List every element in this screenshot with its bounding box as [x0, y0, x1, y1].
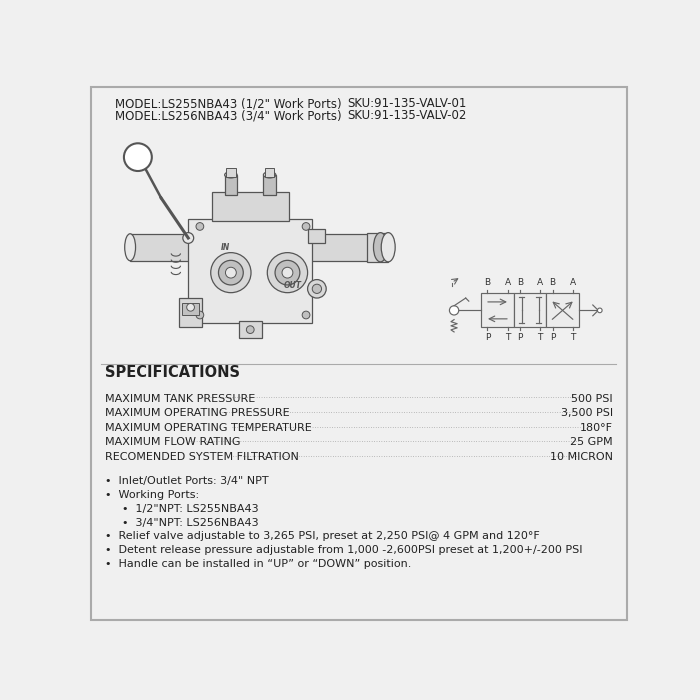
Text: T: T: [505, 333, 510, 342]
Text: •  1/2"NPT: LS255NBA43: • 1/2"NPT: LS255NBA43: [122, 504, 259, 514]
Text: P: P: [517, 333, 523, 342]
Bar: [188, 218, 312, 323]
Text: 25 GPM: 25 GPM: [570, 438, 613, 447]
Circle shape: [275, 260, 300, 285]
Text: B: B: [484, 279, 491, 287]
Text: MAXIMUM FLOW RATING: MAXIMUM FLOW RATING: [104, 438, 240, 447]
Text: 10 MICRON: 10 MICRON: [550, 452, 613, 462]
Circle shape: [211, 253, 251, 293]
Text: •  Detent release pressure adjustable from 1,000 -2,600PSI preset at 1,200+/-200: • Detent release pressure adjustable fro…: [104, 545, 582, 555]
Text: MAXIMUM OPERATING TEMPERATURE: MAXIMUM OPERATING TEMPERATURE: [104, 423, 312, 433]
Ellipse shape: [225, 172, 237, 178]
Bar: [182, 304, 199, 315]
Text: •  Handle can be installed in “UP” or “DOWN” position.: • Handle can be installed in “UP” or “DO…: [104, 559, 411, 569]
Bar: [130, 234, 216, 261]
Circle shape: [302, 223, 310, 230]
Circle shape: [187, 304, 195, 311]
Circle shape: [449, 306, 459, 315]
Circle shape: [183, 232, 194, 244]
Circle shape: [597, 308, 602, 313]
Ellipse shape: [263, 172, 276, 178]
Bar: [239, 321, 262, 338]
FancyBboxPatch shape: [265, 168, 274, 177]
Text: 3,500 PSI: 3,500 PSI: [561, 408, 613, 418]
Ellipse shape: [374, 232, 387, 262]
Text: B: B: [550, 279, 556, 287]
Text: A: A: [537, 279, 543, 287]
Ellipse shape: [125, 234, 136, 260]
Circle shape: [282, 267, 293, 278]
Text: MAXIMUM OPERATING PRESSURE: MAXIMUM OPERATING PRESSURE: [104, 408, 289, 418]
Bar: [179, 298, 202, 328]
Text: MODEL:LS255NBA43 (1/2" Work Ports): MODEL:LS255NBA43 (1/2" Work Ports): [115, 97, 342, 110]
Text: •  Inlet/Outlet Ports: 3/4" NPT: • Inlet/Outlet Ports: 3/4" NPT: [104, 476, 268, 486]
Text: •  Relief valve adjustable to 3,265 PSI, preset at 2,250 PSI@ 4 GPM and 120°F: • Relief valve adjustable to 3,265 PSI, …: [104, 531, 539, 541]
Text: IN: IN: [220, 244, 230, 252]
Bar: [225, 175, 237, 195]
Circle shape: [218, 260, 244, 285]
Text: P: P: [550, 333, 555, 342]
Text: A: A: [505, 279, 510, 287]
Text: A: A: [570, 279, 575, 287]
Text: T: T: [570, 333, 575, 342]
Bar: [546, 293, 579, 328]
Text: MODEL:LS256NBA43 (3/4" Work Ports): MODEL:LS256NBA43 (3/4" Work Ports): [115, 109, 342, 122]
Circle shape: [196, 223, 204, 230]
Ellipse shape: [382, 232, 395, 262]
Text: •  Working Ports:: • Working Ports:: [104, 490, 199, 500]
Circle shape: [196, 311, 204, 319]
Bar: [285, 234, 378, 261]
Text: 500 PSI: 500 PSI: [571, 393, 613, 403]
Circle shape: [307, 279, 326, 298]
Text: OUT: OUT: [284, 281, 302, 290]
Text: T: T: [538, 333, 542, 342]
Text: •  3/4"NPT: LS256NBA43: • 3/4"NPT: LS256NBA43: [122, 517, 259, 528]
Bar: [211, 192, 289, 221]
Circle shape: [124, 144, 152, 171]
Circle shape: [267, 253, 307, 293]
Text: SKU:91-135-VALV-01: SKU:91-135-VALV-01: [347, 97, 466, 110]
FancyBboxPatch shape: [226, 168, 235, 177]
Bar: [481, 293, 514, 328]
Circle shape: [225, 267, 237, 278]
Circle shape: [302, 311, 310, 319]
Bar: [367, 232, 389, 262]
Text: SPECIFICATIONS: SPECIFICATIONS: [104, 365, 239, 379]
Text: SKU:91-135-VALV-02: SKU:91-135-VALV-02: [347, 109, 466, 122]
Circle shape: [246, 326, 254, 333]
Text: RECOMENDED SYSTEM FILTRATION: RECOMENDED SYSTEM FILTRATION: [104, 452, 298, 462]
Text: 180°F: 180°F: [580, 423, 613, 433]
Text: B: B: [517, 279, 523, 287]
Bar: [514, 293, 546, 328]
Bar: [263, 175, 276, 195]
Text: P: P: [484, 333, 490, 342]
Circle shape: [312, 284, 321, 293]
Bar: [309, 229, 326, 243]
Text: MAXIMUM TANK PRESSURE: MAXIMUM TANK PRESSURE: [104, 393, 255, 403]
